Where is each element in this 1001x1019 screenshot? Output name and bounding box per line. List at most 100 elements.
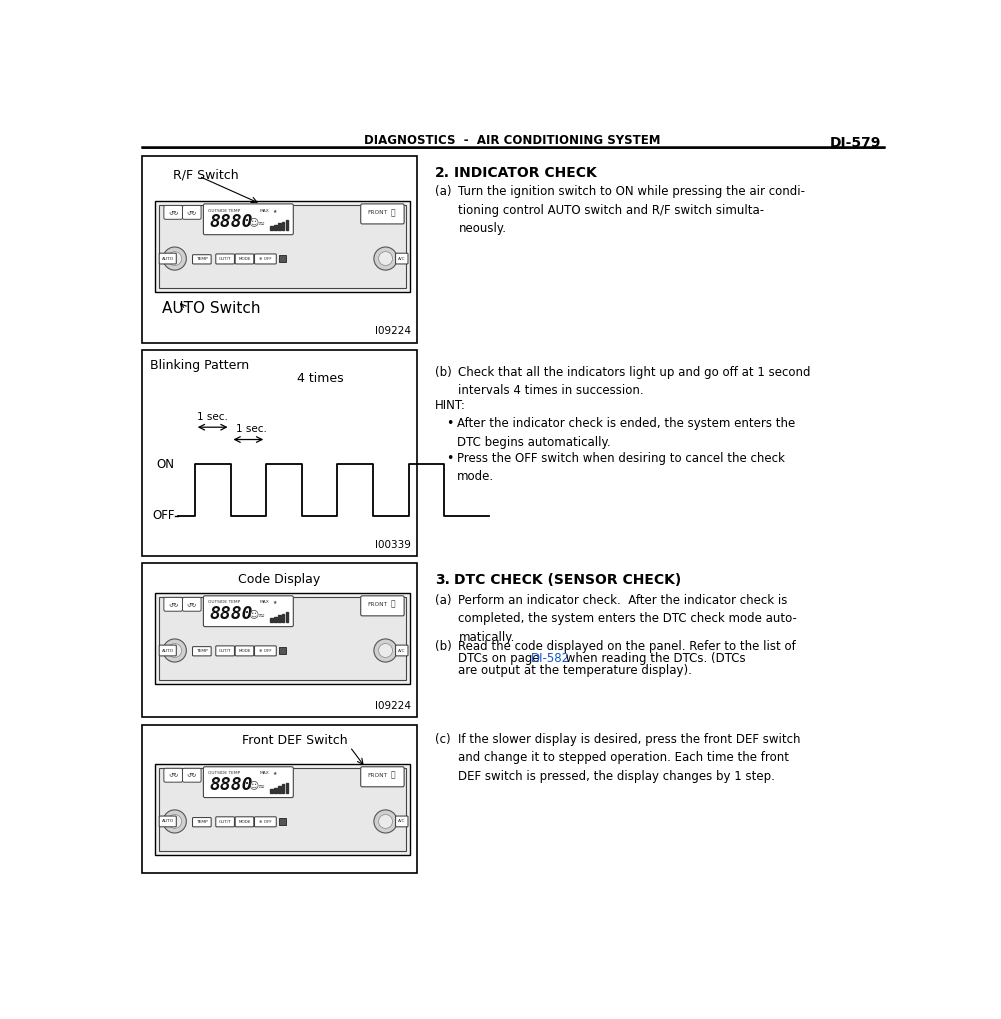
Text: ↺↻: ↺↻ — [186, 210, 197, 215]
FancyBboxPatch shape — [203, 596, 293, 627]
Circle shape — [168, 644, 182, 657]
Text: ☺: ☺ — [248, 217, 258, 227]
Text: 8880: 8880 — [209, 776, 253, 794]
Text: ↺↻: ↺↻ — [168, 602, 178, 606]
FancyBboxPatch shape — [159, 816, 176, 826]
Text: ⧖: ⧖ — [391, 208, 395, 217]
Circle shape — [374, 810, 397, 833]
Text: 2.: 2. — [435, 166, 450, 180]
Text: (b): (b) — [435, 366, 451, 379]
Bar — [281, 613, 284, 622]
Text: FRONT: FRONT — [367, 210, 387, 215]
Text: ❄ OFF: ❄ OFF — [259, 649, 272, 653]
Circle shape — [378, 644, 392, 657]
Text: ↺↻: ↺↻ — [168, 772, 178, 777]
Text: TEMP: TEMP — [196, 820, 208, 824]
Text: (a): (a) — [435, 593, 451, 606]
Text: ★: ★ — [273, 600, 277, 605]
Bar — [285, 783, 288, 793]
Bar — [279, 817, 286, 824]
Text: DI-582: DI-582 — [532, 652, 571, 665]
Text: ☺: ☺ — [248, 781, 258, 791]
Text: TEMP: TEMP — [196, 258, 208, 261]
Text: HINT:: HINT: — [435, 399, 466, 413]
FancyBboxPatch shape — [182, 206, 201, 219]
FancyBboxPatch shape — [235, 817, 254, 826]
Text: AUTO: AUTO — [162, 257, 174, 261]
Circle shape — [163, 810, 186, 833]
FancyBboxPatch shape — [254, 817, 276, 826]
Text: 3.: 3. — [435, 573, 450, 587]
Text: when reading the DTCs. (DTCs: when reading the DTCs. (DTCs — [563, 652, 746, 665]
Text: MAX: MAX — [259, 209, 269, 213]
Bar — [274, 616, 276, 622]
Text: Press the OFF switch when desiring to cancel the check
mode.: Press the OFF switch when desiring to ca… — [456, 451, 785, 483]
Bar — [159, 767, 405, 851]
Bar — [142, 726, 417, 873]
Text: A/C: A/C — [398, 648, 405, 652]
Circle shape — [374, 639, 397, 662]
Text: 1 sec.: 1 sec. — [197, 412, 228, 422]
Text: 4 times: 4 times — [297, 372, 343, 385]
Text: MODE: MODE — [238, 820, 250, 823]
Text: DIAGNOSTICS  -  AIR CONDITIONING SYSTEM: DIAGNOSTICS - AIR CONDITIONING SYSTEM — [364, 135, 661, 148]
Text: Perform an indicator check.  After the indicator check is
completed, the system : Perform an indicator check. After the in… — [458, 593, 797, 644]
Text: ON: ON — [157, 458, 175, 471]
Circle shape — [168, 814, 182, 828]
FancyBboxPatch shape — [192, 255, 211, 264]
Bar — [154, 593, 410, 684]
Text: A/C: A/C — [398, 819, 405, 823]
FancyBboxPatch shape — [192, 647, 211, 656]
Text: 1 sec.: 1 sec. — [236, 424, 267, 434]
Text: Blinking Pattern: Blinking Pattern — [150, 360, 249, 372]
Text: ⧖: ⧖ — [391, 770, 395, 780]
Bar — [281, 785, 284, 793]
FancyBboxPatch shape — [159, 645, 176, 656]
Text: Turn the ignition switch to ON while pressing the air condi-
tioning control AUT: Turn the ignition switch to ON while pre… — [458, 185, 806, 235]
Bar — [154, 763, 410, 855]
Circle shape — [163, 639, 186, 662]
Bar — [279, 255, 286, 262]
Bar — [154, 201, 410, 291]
Bar — [285, 612, 288, 622]
Bar — [142, 351, 417, 555]
Bar — [285, 220, 288, 230]
FancyBboxPatch shape — [164, 206, 182, 219]
FancyBboxPatch shape — [203, 204, 293, 234]
FancyBboxPatch shape — [360, 596, 404, 615]
Text: 8880: 8880 — [209, 213, 253, 231]
FancyBboxPatch shape — [216, 254, 234, 264]
Circle shape — [163, 247, 186, 270]
Text: ≈: ≈ — [257, 609, 264, 619]
Bar — [270, 619, 272, 622]
Text: TEMP: TEMP — [196, 649, 208, 653]
Text: (c): (c) — [435, 733, 450, 746]
FancyBboxPatch shape — [182, 597, 201, 611]
Text: If the slower display is desired, press the front DEF switch
and change it to st: If the slower display is desired, press … — [458, 733, 801, 783]
Text: FRONT: FRONT — [367, 602, 387, 606]
Text: OUT/T: OUT/T — [219, 649, 231, 653]
FancyBboxPatch shape — [235, 254, 254, 264]
Text: ❄ OFF: ❄ OFF — [259, 820, 272, 823]
Text: Read the code displayed on the panel. Refer to the list of: Read the code displayed on the panel. Re… — [458, 640, 796, 653]
Text: I09224: I09224 — [375, 701, 411, 711]
FancyBboxPatch shape — [159, 253, 176, 264]
Text: OUTSIDE TEMP: OUTSIDE TEMP — [208, 771, 240, 775]
FancyBboxPatch shape — [164, 597, 182, 611]
Text: Code Display: Code Display — [238, 573, 320, 586]
FancyBboxPatch shape — [203, 766, 293, 798]
Text: ☺: ☺ — [248, 609, 258, 620]
Text: OUTSIDE TEMP: OUTSIDE TEMP — [208, 600, 240, 604]
Text: MAX: MAX — [259, 771, 269, 775]
Bar — [270, 226, 272, 230]
Text: OUT/T: OUT/T — [219, 820, 231, 823]
Circle shape — [168, 252, 182, 266]
FancyBboxPatch shape — [254, 646, 276, 656]
Text: (a): (a) — [435, 185, 451, 199]
FancyBboxPatch shape — [254, 254, 276, 264]
Text: I00339: I00339 — [375, 540, 411, 549]
Text: After the indicator check is ended, the system enters the
DTC begins automatical: After the indicator check is ended, the … — [456, 417, 795, 448]
Text: ↺↻: ↺↻ — [168, 210, 178, 215]
Text: DTC CHECK (SENSOR CHECK): DTC CHECK (SENSOR CHECK) — [453, 573, 681, 587]
Text: AUTO: AUTO — [162, 648, 174, 652]
